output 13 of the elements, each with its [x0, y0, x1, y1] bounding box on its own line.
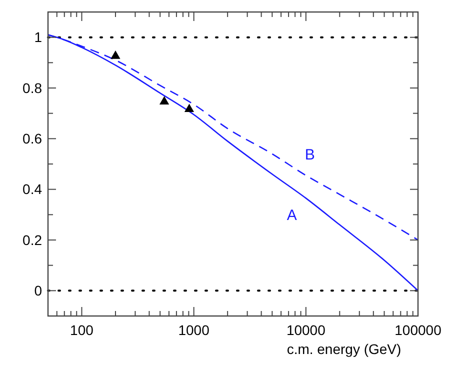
series-label: A [286, 207, 297, 224]
series-label: B [304, 146, 315, 164]
x-tick-label: 1000 [178, 322, 210, 338]
x-tick-label: 100000 [394, 322, 442, 338]
y-tick-label: 0.8 [22, 80, 42, 96]
x-tick-label: 10000 [286, 322, 326, 338]
y-tick-label: 0.2 [22, 232, 42, 248]
y-tick-label: 0.4 [22, 181, 42, 198]
y-tick-label: 0 [34, 282, 42, 299]
y-tick-label: 1 [34, 29, 42, 46]
y-tick-label: 0.6 [22, 130, 42, 147]
x-axis-title: c.m. energy (GeV) [286, 341, 402, 357]
x-tick-label: 100 [70, 322, 94, 338]
